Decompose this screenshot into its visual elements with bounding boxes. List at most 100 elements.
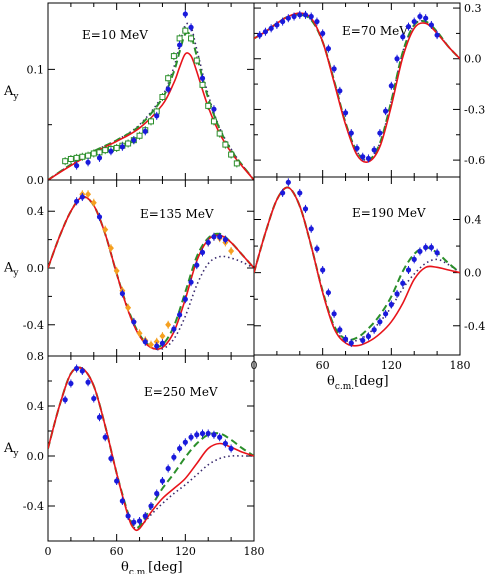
data-point bbox=[423, 244, 429, 251]
data-point bbox=[68, 380, 74, 387]
y-tick-label: 0.0 bbox=[27, 174, 45, 187]
data-point bbox=[222, 141, 229, 148]
data-point bbox=[388, 83, 394, 89]
data-points bbox=[62, 10, 240, 170]
data-point bbox=[308, 226, 314, 232]
energy-label: E=70 MeV bbox=[342, 24, 408, 38]
data-point bbox=[74, 198, 80, 204]
data-point bbox=[285, 179, 291, 185]
y-tick-label: -0.4 bbox=[23, 500, 44, 513]
data-point bbox=[320, 30, 326, 37]
data-point bbox=[159, 94, 166, 101]
data-point bbox=[228, 247, 235, 255]
y-tick-label: -0.4 bbox=[464, 320, 485, 333]
data-point bbox=[280, 190, 286, 196]
solid-curve bbox=[254, 186, 460, 347]
data-point bbox=[210, 118, 217, 125]
data-point bbox=[222, 237, 228, 243]
y-tick-label: 0.4 bbox=[464, 214, 482, 227]
data-point bbox=[217, 434, 223, 440]
y-tick-label: 0.0 bbox=[27, 262, 45, 275]
x-tick-label: 120 bbox=[175, 545, 196, 558]
data-point bbox=[434, 32, 440, 38]
data-point bbox=[216, 130, 223, 137]
data-point bbox=[142, 339, 148, 345]
data-point bbox=[371, 327, 377, 333]
data-point bbox=[228, 445, 234, 452]
data-point bbox=[102, 226, 109, 234]
x-axis-label-sub: c.m. bbox=[129, 568, 148, 574]
data-point bbox=[199, 430, 206, 437]
data-point bbox=[85, 190, 92, 198]
data-point bbox=[257, 32, 263, 38]
data-point bbox=[291, 13, 297, 20]
data-point bbox=[170, 53, 177, 60]
y-tick-label: 0.0 bbox=[464, 267, 482, 280]
data-point bbox=[62, 158, 69, 165]
data-point bbox=[205, 102, 212, 109]
data-point bbox=[394, 56, 400, 62]
y-axis-label: Ay bbox=[3, 441, 19, 459]
y-tick-label: 0.0 bbox=[464, 53, 482, 66]
data-point bbox=[211, 106, 217, 112]
data-points bbox=[257, 10, 440, 163]
data-point bbox=[182, 27, 189, 34]
data-point bbox=[74, 163, 80, 169]
data-point bbox=[388, 301, 394, 308]
data-point bbox=[280, 18, 286, 25]
data-points bbox=[280, 178, 440, 348]
data-point bbox=[217, 234, 223, 240]
data-point bbox=[125, 513, 131, 519]
data-point bbox=[79, 368, 85, 374]
x-axis-label-sub: c.m. bbox=[335, 382, 354, 392]
data-point bbox=[222, 440, 228, 447]
data-point bbox=[188, 24, 194, 30]
y-axis-label-sub: y bbox=[12, 269, 19, 279]
data-point bbox=[205, 430, 211, 437]
data-points bbox=[74, 190, 235, 351]
data-point bbox=[114, 478, 120, 484]
data-point bbox=[337, 327, 343, 333]
data-point bbox=[383, 311, 389, 317]
x-tick-label: 60 bbox=[110, 545, 124, 558]
data-point bbox=[125, 304, 132, 312]
data-point bbox=[159, 340, 166, 346]
data-point bbox=[85, 152, 92, 159]
data-point bbox=[108, 148, 114, 154]
data-point bbox=[417, 248, 423, 254]
energy-label: E=10 MeV bbox=[82, 28, 148, 42]
data-point bbox=[274, 22, 280, 28]
data-point bbox=[85, 159, 91, 165]
data-point bbox=[302, 206, 309, 212]
data-point bbox=[159, 478, 166, 484]
data-point bbox=[73, 154, 80, 161]
data-point bbox=[342, 336, 349, 342]
data-point bbox=[428, 22, 434, 28]
data-point bbox=[360, 337, 366, 343]
data-point bbox=[194, 432, 200, 438]
data-point bbox=[325, 46, 331, 52]
data-point bbox=[205, 239, 211, 246]
data-point bbox=[228, 151, 235, 158]
data-point bbox=[417, 13, 423, 20]
y-axis-label-sub: y bbox=[12, 92, 19, 102]
data-point bbox=[199, 249, 206, 255]
panel-3: 0.4 0.0 -0.4 Ay E=135 MeV bbox=[3, 179, 255, 357]
y-tick-label: 0.3 bbox=[464, 2, 482, 15]
data-point bbox=[199, 81, 206, 88]
data-point bbox=[96, 155, 103, 161]
data-point bbox=[211, 432, 217, 438]
data-point bbox=[91, 395, 97, 402]
data-point bbox=[262, 29, 269, 35]
energy-label: E=135 MeV bbox=[140, 207, 214, 221]
data-point bbox=[188, 279, 194, 285]
data-points bbox=[62, 364, 234, 527]
y-axis-label: Ay bbox=[3, 261, 19, 279]
data-point bbox=[320, 267, 326, 273]
data-point bbox=[154, 113, 160, 119]
data-point bbox=[365, 333, 372, 340]
y-tick-label: 0.1 bbox=[27, 63, 45, 76]
x-tick-label: 180 bbox=[450, 359, 471, 372]
